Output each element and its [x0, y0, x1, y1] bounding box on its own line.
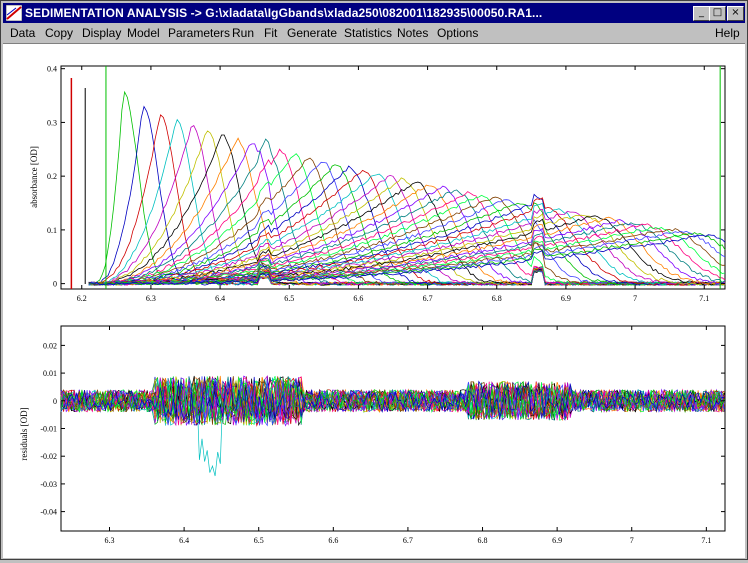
x-tick-label: 6.6	[328, 536, 338, 545]
menu-generate[interactable]: Generate	[287, 26, 338, 40]
x-tick-label: 6.9	[552, 536, 562, 545]
x-tick-label: 6.3	[146, 294, 156, 303]
x-tick-label: 7	[633, 294, 637, 303]
absorbance-y-label: absorbance [OD]	[29, 146, 39, 208]
x-tick-label: 6.9	[561, 294, 571, 303]
menu-help[interactable]: Help	[715, 26, 740, 40]
maximize-button[interactable]: □	[709, 6, 726, 21]
window-title: SEDIMENTATION ANALYSIS -> G:\xladata\IgG…	[25, 6, 543, 20]
x-tick-label: 6.8	[478, 536, 488, 545]
residuals-chart: 6.3 6.4 6.5 6.6 6.7 6.8 6.9 7 7.1 0.02 0.01 0 -0.01…	[19, 325, 726, 545]
absorbance-series-group	[70, 66, 726, 289]
x-tick-label: 6.6	[353, 294, 363, 303]
x-tick-label: 6.7	[423, 294, 433, 303]
x-tick-label: 7.1	[701, 536, 711, 545]
menu-statistics[interactable]: Statistics	[344, 26, 393, 40]
x-tick-label: 6.3	[104, 536, 114, 545]
residuals-plot-frame	[60, 325, 726, 532]
residuals-y-ticks: 0.02 0.01 0 -0.01 -0.02 -0.03 -0.04	[40, 341, 725, 517]
title-bar[interactable]: SEDIMENTATION ANALYSIS -> G:\xladata\IgG…	[3, 3, 745, 23]
residual-scan-line	[60, 377, 725, 425]
y-tick-label: 0.3	[47, 118, 57, 127]
absorbance-scan-line	[88, 208, 726, 286]
app-icon	[6, 5, 22, 21]
minimize-button[interactable]: _	[693, 6, 710, 21]
residuals-series-group	[60, 375, 725, 477]
absorbance-scan-line	[88, 197, 726, 286]
y-tick-label: 0.4	[47, 65, 57, 74]
menu-bar: Data Copy Display Model Parameters Run F…	[3, 24, 745, 42]
residual-scan-line	[60, 376, 725, 426]
plot-canvas: 6.2 6.3 6.4 6.5 6.6 6.7 6.8 6.9 7 7.1 00.10.20.30…	[19, 65, 726, 545]
absorbance-scan-line	[88, 234, 726, 286]
x-tick-label: 6.8	[492, 294, 502, 303]
menu-copy[interactable]: Copy	[45, 26, 74, 40]
y-tick-label: -0.04	[40, 508, 57, 517]
absorbance-chart: 6.2 6.3 6.4 6.5 6.6 6.7 6.8 6.9 7 7.1 00.10.20.30…	[29, 65, 726, 303]
menu-options[interactable]: Options	[437, 26, 479, 40]
menu-run[interactable]: Run	[232, 26, 255, 40]
y-tick-label: 0.2	[47, 172, 57, 181]
y-tick-label: 0.02	[43, 341, 57, 350]
y-tick-label: 0	[53, 397, 57, 406]
x-tick-label: 7	[630, 536, 634, 545]
residuals-x-ticks: 6.3 6.4 6.5 6.6 6.7 6.8 6.9 7 7.1	[104, 326, 711, 545]
x-tick-label: 6.7	[403, 536, 413, 545]
close-button[interactable]: ×	[727, 6, 744, 21]
absorbance-plot-frame	[60, 65, 726, 290]
x-tick-label: 6.4	[215, 294, 225, 303]
x-tick-label: 7.1	[699, 294, 709, 303]
menu-display[interactable]: Display	[82, 26, 122, 40]
y-tick-label: -0.02	[40, 452, 57, 461]
y-tick-label: -0.01	[40, 425, 57, 434]
menu-model[interactable]: Model	[127, 26, 160, 40]
menu-notes[interactable]: Notes	[397, 26, 429, 40]
y-tick-label: 0.01	[43, 369, 57, 378]
menu-parameters[interactable]: Parameters	[168, 26, 231, 40]
x-tick-label: 6.5	[284, 294, 294, 303]
y-tick-label: 0	[53, 280, 57, 289]
residual-scan-line	[60, 376, 725, 424]
x-tick-label: 6.2	[77, 294, 87, 303]
plot-area: 6.2 6.3 6.4 6.5 6.6 6.7 6.8 6.9 7 7.1 0 0.1 0.2 0.3 0…	[3, 43, 745, 558]
y-tick-label: -0.03	[40, 480, 57, 489]
x-tick-label: 6.5	[254, 536, 264, 545]
y-tick-label: 0.1	[47, 226, 57, 235]
absorbance-scan-line	[88, 194, 726, 286]
x-tick-label: 6.4	[179, 536, 189, 545]
menu-data[interactable]: Data	[10, 26, 36, 40]
absorbance-x-ticks: 6.2 6.3 6.4 6.5 6.6 6.7 6.8 6.9 7 7.1	[77, 66, 709, 303]
residuals-y-label: residuals [OD]	[19, 407, 29, 460]
absorbance-y-ticks: 0 0.1 0.2 0.3 0.4	[47, 65, 725, 289]
menu-fit[interactable]: Fit	[264, 26, 278, 40]
